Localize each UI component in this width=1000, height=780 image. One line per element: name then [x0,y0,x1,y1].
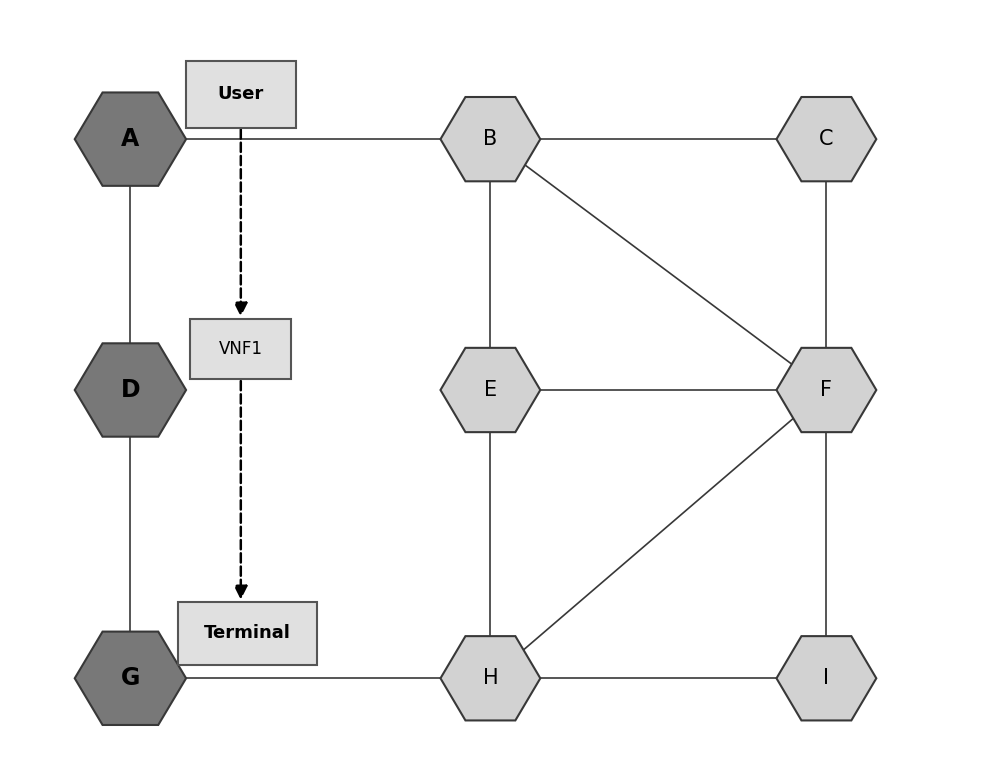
Text: User: User [218,85,264,103]
Text: E: E [484,380,497,400]
Text: B: B [483,129,498,149]
Polygon shape [440,348,540,432]
Polygon shape [776,97,876,181]
Polygon shape [776,348,876,432]
Polygon shape [75,93,186,186]
Text: A: A [121,127,140,151]
FancyBboxPatch shape [190,319,291,379]
Text: F: F [820,380,832,400]
Polygon shape [75,343,186,437]
Polygon shape [776,636,876,721]
Text: VNF1: VNF1 [219,340,263,358]
Text: I: I [823,668,829,688]
Polygon shape [75,632,186,725]
Text: H: H [483,668,498,688]
Text: C: C [819,129,834,149]
Text: Terminal: Terminal [204,624,291,643]
Text: G: G [121,666,140,690]
Text: D: D [121,378,140,402]
FancyBboxPatch shape [178,601,317,665]
FancyBboxPatch shape [186,61,296,128]
Polygon shape [440,97,540,181]
Polygon shape [440,636,540,721]
